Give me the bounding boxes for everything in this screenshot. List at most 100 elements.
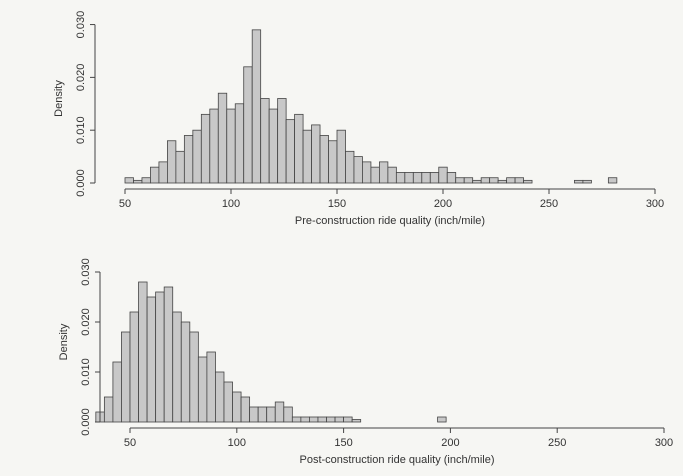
y-tick-label: 0.030 bbox=[80, 258, 92, 286]
bar bbox=[183, 135, 194, 184]
y-tick-label: 0.010 bbox=[80, 358, 92, 386]
bar bbox=[121, 331, 131, 423]
bar bbox=[209, 108, 219, 184]
bar bbox=[326, 416, 336, 423]
x-tick-label: 150 bbox=[328, 198, 346, 210]
bar bbox=[240, 396, 251, 423]
bar bbox=[437, 416, 447, 423]
bar bbox=[124, 177, 134, 184]
bar bbox=[404, 172, 414, 184]
bar bbox=[309, 416, 319, 423]
x-tick-label: 200 bbox=[441, 437, 459, 449]
bar bbox=[395, 172, 406, 184]
x-tick-label: 250 bbox=[540, 198, 558, 210]
x-tick-label: 150 bbox=[334, 437, 352, 449]
x-tick-label: 300 bbox=[646, 198, 664, 210]
bar bbox=[328, 140, 338, 184]
bar bbox=[217, 92, 228, 184]
bar bbox=[472, 179, 482, 184]
bar bbox=[141, 177, 151, 184]
bar bbox=[232, 391, 242, 423]
bar bbox=[206, 351, 216, 423]
bar bbox=[480, 177, 491, 184]
bar bbox=[283, 406, 293, 423]
bar bbox=[175, 150, 185, 184]
bar bbox=[249, 406, 259, 423]
bar bbox=[582, 179, 592, 184]
x-axis-label: Pre-construction ride quality (inch/mile… bbox=[295, 215, 485, 227]
bar bbox=[226, 108, 236, 184]
bar bbox=[574, 179, 584, 184]
bar bbox=[266, 406, 276, 423]
bar bbox=[421, 172, 431, 184]
x-tick-label: 50 bbox=[124, 437, 136, 449]
bar bbox=[243, 66, 253, 184]
bar bbox=[514, 177, 524, 184]
bar bbox=[343, 416, 353, 423]
bar bbox=[234, 103, 245, 184]
bar bbox=[223, 381, 233, 423]
bar bbox=[172, 311, 182, 423]
x-tick-label: 100 bbox=[222, 198, 240, 210]
bar bbox=[446, 172, 457, 184]
bar bbox=[438, 166, 448, 184]
x-tick-label: 300 bbox=[655, 437, 673, 449]
bar bbox=[192, 129, 202, 184]
bar bbox=[268, 108, 279, 184]
bar bbox=[429, 172, 440, 184]
bar bbox=[370, 166, 380, 184]
bar bbox=[166, 140, 177, 184]
bar bbox=[112, 361, 122, 423]
y-tick-label: 0.020 bbox=[80, 308, 92, 336]
bar bbox=[180, 321, 191, 423]
bar bbox=[336, 129, 346, 184]
bar bbox=[285, 119, 295, 184]
bar bbox=[197, 356, 208, 423]
bar bbox=[412, 172, 423, 184]
bar bbox=[257, 406, 268, 423]
y-tick-label: 0.020 bbox=[75, 64, 87, 92]
bar bbox=[351, 419, 362, 423]
bar bbox=[378, 161, 389, 184]
y-axis-label: Density bbox=[53, 80, 65, 117]
bar bbox=[146, 296, 157, 423]
bar bbox=[129, 311, 139, 423]
bar bbox=[158, 161, 168, 184]
y-tick-label: 0.010 bbox=[75, 116, 87, 144]
bar bbox=[607, 177, 618, 184]
x-tick-label: 250 bbox=[548, 437, 566, 449]
y-tick-label: 0.000 bbox=[75, 169, 87, 197]
bar bbox=[387, 166, 397, 184]
bar bbox=[463, 177, 474, 184]
y-tick-label: 0.000 bbox=[80, 408, 92, 436]
bar bbox=[133, 179, 143, 184]
bar bbox=[506, 177, 516, 184]
bar bbox=[163, 286, 174, 423]
x-tick-label: 200 bbox=[434, 198, 452, 210]
bar bbox=[455, 177, 465, 184]
bar bbox=[523, 179, 533, 184]
bar bbox=[260, 98, 270, 184]
bar bbox=[155, 291, 165, 423]
bar bbox=[353, 156, 363, 184]
bar bbox=[277, 98, 287, 184]
bar bbox=[274, 401, 285, 423]
bar bbox=[362, 161, 372, 184]
bar bbox=[334, 416, 344, 423]
bar bbox=[319, 135, 329, 184]
bar bbox=[200, 113, 211, 184]
bar bbox=[103, 396, 114, 423]
bar bbox=[345, 150, 355, 184]
x-tick-label: 50 bbox=[119, 198, 131, 210]
x-axis-label: Post-construction ride quality (inch/mil… bbox=[299, 454, 494, 466]
bar bbox=[189, 331, 199, 423]
y-axis-label: Density bbox=[58, 323, 70, 360]
bar bbox=[311, 124, 321, 184]
bar bbox=[291, 416, 302, 423]
bar bbox=[497, 179, 507, 184]
bar bbox=[294, 113, 304, 184]
bar bbox=[489, 177, 499, 184]
bar bbox=[215, 371, 225, 423]
